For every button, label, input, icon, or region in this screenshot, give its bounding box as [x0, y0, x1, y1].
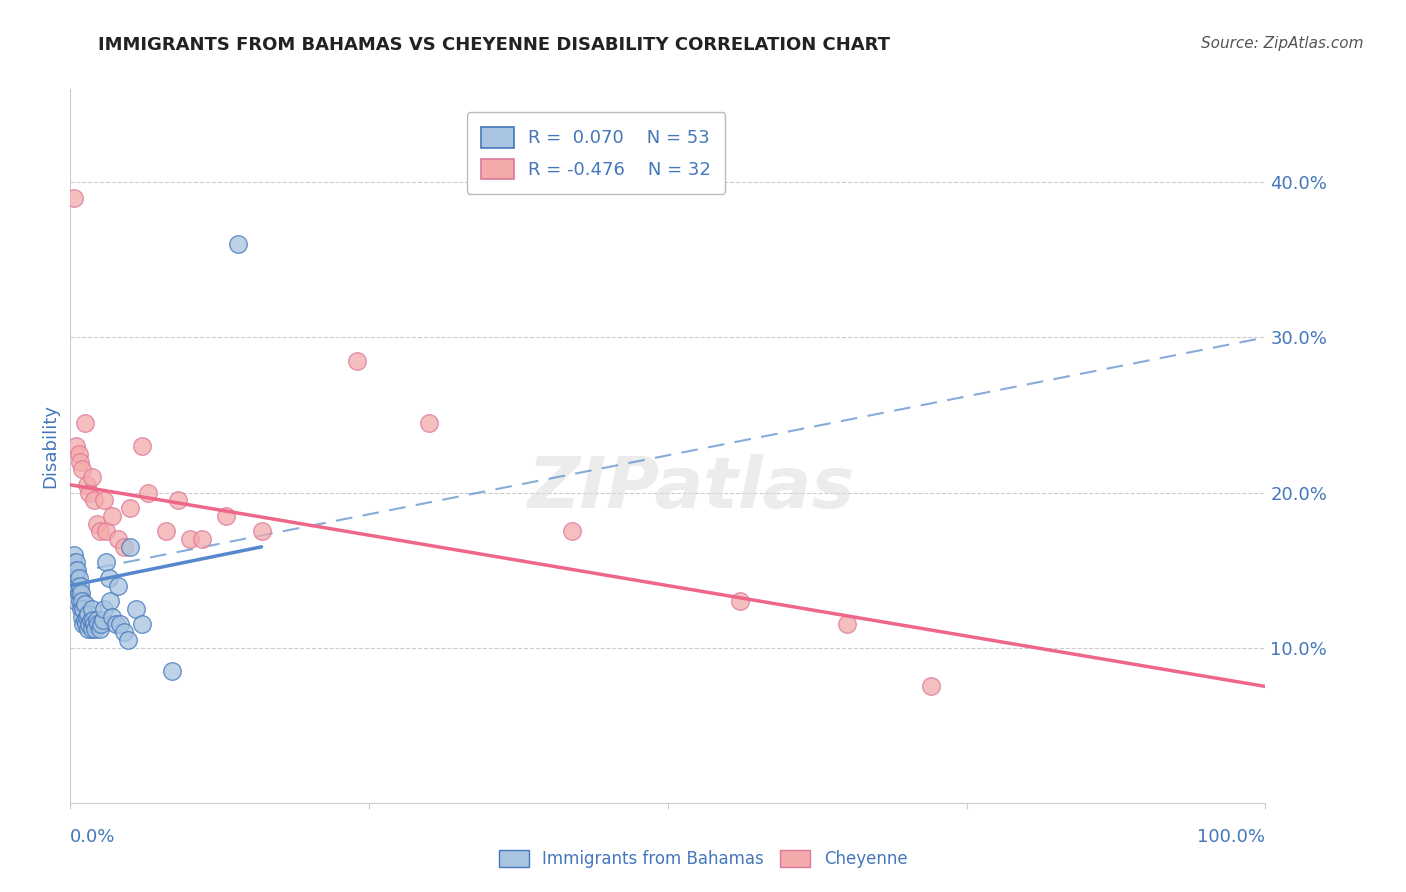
- Point: [63, 579, 86, 593]
- Point: [96, 555, 117, 569]
- Point: [70, 594, 93, 608]
- Y-axis label: Disability: Disability: [41, 404, 59, 488]
- Point: [131, 439, 153, 453]
- Point: [83, 493, 105, 508]
- Point: [214, 508, 236, 523]
- Point: [69, 579, 91, 593]
- Point: [70, 462, 93, 476]
- Point: [250, 524, 273, 539]
- Point: [79, 617, 101, 632]
- Point: [93, 602, 115, 616]
- Point: [65, 555, 87, 569]
- Point: [179, 532, 201, 546]
- Point: [65, 594, 87, 608]
- Text: 0.0%: 0.0%: [70, 828, 115, 846]
- Point: [107, 579, 129, 593]
- Point: [107, 532, 129, 546]
- Point: [62, 555, 84, 569]
- Point: [418, 416, 440, 430]
- Point: [63, 548, 86, 562]
- Point: [79, 613, 101, 627]
- Point: [728, 594, 751, 608]
- Point: [91, 613, 114, 627]
- Point: [920, 680, 942, 694]
- Point: [155, 524, 177, 539]
- Point: [76, 477, 98, 491]
- Point: [80, 470, 103, 484]
- Point: [70, 602, 93, 616]
- Point: [96, 524, 117, 539]
- Legend: Immigrants from Bahamas, Cheyenne: Immigrants from Bahamas, Cheyenne: [492, 843, 914, 875]
- Point: [80, 622, 103, 636]
- Point: [101, 508, 124, 523]
- Point: [82, 613, 104, 627]
- Point: [84, 622, 107, 636]
- Point: [72, 602, 94, 616]
- Point: [110, 617, 132, 632]
- Point: [66, 563, 89, 577]
- Point: [75, 617, 97, 632]
- Point: [98, 594, 121, 608]
- Point: [226, 237, 249, 252]
- Point: [120, 540, 141, 554]
- Point: [67, 571, 90, 585]
- Text: 100.0%: 100.0%: [1198, 828, 1265, 846]
- Point: [191, 532, 214, 546]
- Point: [70, 609, 93, 624]
- Point: [131, 617, 153, 632]
- Point: [73, 613, 96, 627]
- Point: [73, 597, 96, 611]
- Point: [101, 609, 124, 624]
- Point: [86, 613, 108, 627]
- Text: Source: ZipAtlas.com: Source: ZipAtlas.com: [1201, 36, 1364, 51]
- Text: ZIPatlas: ZIPatlas: [529, 454, 855, 524]
- Point: [63, 571, 86, 585]
- Point: [65, 571, 87, 585]
- Point: [63, 191, 86, 205]
- Point: [346, 353, 368, 368]
- Legend: R =  0.070    N = 53, R = -0.476    N = 32: R = 0.070 N = 53, R = -0.476 N = 32: [467, 112, 725, 194]
- Point: [79, 485, 101, 500]
- Point: [70, 586, 93, 600]
- Point: [89, 524, 111, 539]
- Point: [90, 617, 112, 632]
- Point: [69, 454, 91, 468]
- Point: [561, 524, 583, 539]
- Point: [112, 540, 135, 554]
- Point: [80, 602, 103, 616]
- Point: [87, 617, 110, 632]
- Point: [77, 607, 100, 621]
- Point: [117, 632, 139, 647]
- Point: [86, 516, 108, 531]
- Point: [93, 493, 115, 508]
- Point: [65, 439, 87, 453]
- Point: [112, 625, 135, 640]
- Point: [166, 493, 188, 508]
- Point: [63, 563, 86, 577]
- Point: [73, 416, 96, 430]
- Point: [120, 501, 141, 516]
- Point: [77, 622, 100, 636]
- Point: [89, 622, 111, 636]
- Point: [69, 594, 91, 608]
- Point: [160, 664, 183, 678]
- Point: [66, 579, 89, 593]
- Point: [97, 571, 120, 585]
- Point: [104, 617, 127, 632]
- Point: [125, 602, 148, 616]
- Point: [67, 447, 90, 461]
- Point: [136, 485, 159, 500]
- Point: [837, 617, 859, 632]
- Point: [72, 617, 94, 632]
- Point: [67, 586, 90, 600]
- Point: [83, 617, 105, 632]
- Text: IMMIGRANTS FROM BAHAMAS VS CHEYENNE DISABILITY CORRELATION CHART: IMMIGRANTS FROM BAHAMAS VS CHEYENNE DISA…: [98, 36, 890, 54]
- Point: [76, 609, 98, 624]
